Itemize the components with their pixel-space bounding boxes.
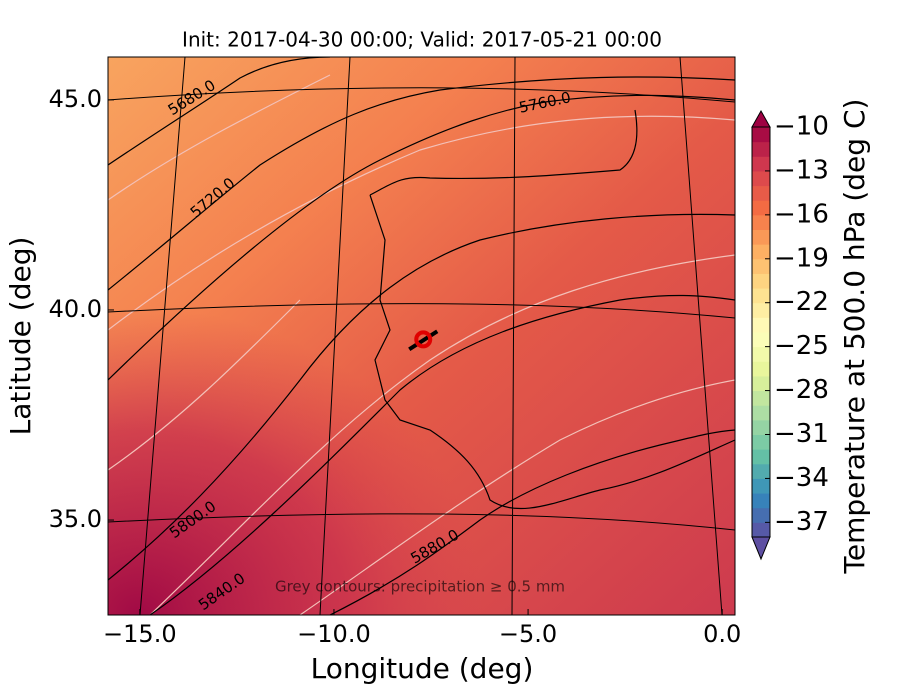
colorbar-extend [751, 536, 771, 561]
colorbar-segment [752, 405, 770, 421]
colorbar-segment [752, 141, 770, 157]
colorbar-segment [752, 273, 770, 289]
colorbar-segment [752, 434, 770, 450]
height-contour [108, 213, 735, 581]
colorbar-segment [752, 375, 770, 392]
colorbar-segment [752, 229, 770, 245]
colorbar-tick-label: −10 [774, 112, 829, 142]
colorbar-tick-label: −16 [774, 199, 829, 229]
colorbar-segment [752, 419, 770, 435]
colorbar-segment [752, 170, 770, 187]
height-contour [108, 57, 331, 166]
precip-line [108, 74, 735, 615]
colorbar-segment [752, 214, 770, 230]
colorbar-segment [752, 156, 770, 172]
colorbar-tick-label: −34 [774, 463, 829, 493]
height-contour [108, 76, 735, 291]
map [108, 57, 735, 615]
y-tick-label: 35.0 [49, 505, 102, 533]
height-contour [329, 429, 735, 615]
y-tick-label: 40.0 [49, 295, 102, 323]
colorbar-segment [752, 522, 770, 538]
colorbar-segment [752, 127, 770, 143]
graticule [108, 57, 735, 615]
colorbar-tick-label: −13 [774, 155, 829, 185]
colorbar-segment [752, 361, 770, 377]
colorbar-tick-label: −31 [774, 419, 829, 449]
chart-title: Init: 2017-04-30 00:00; Valid: 2017-05-2… [182, 28, 662, 52]
height-contours [108, 57, 735, 615]
colorbar-segment [752, 346, 770, 362]
x-tick-label: −5.0 [499, 620, 557, 648]
colorbar-tick-label: −28 [774, 375, 829, 405]
location-marker [414, 330, 433, 349]
colorbar-segment [752, 449, 770, 465]
colorbar-segment [752, 390, 770, 406]
colorbar-segment [752, 507, 770, 523]
colorbar-segment [752, 288, 770, 304]
colorbar-tick-label: −22 [774, 287, 829, 317]
colorbar-tick-label: −37 [774, 507, 829, 537]
y-axis-label: Latitude (deg) [4, 237, 37, 436]
graticule-line [108, 57, 735, 615]
colorbar-segment [752, 478, 770, 494]
colorbar-segment [752, 200, 770, 216]
precip-contours [108, 74, 735, 615]
coastline [369, 109, 735, 510]
plot-frame [107, 56, 736, 616]
x-tick-label: 0.0 [703, 620, 741, 648]
colorbar-segment [752, 493, 770, 509]
x-axis-label: Longitude (deg) [311, 652, 534, 685]
colorbar-segment [752, 185, 770, 201]
colorbar-segment [752, 302, 770, 318]
y-tick-label: 45.0 [49, 85, 102, 113]
colorbar-segment [752, 244, 770, 260]
colorbar-tick-label: −25 [774, 331, 829, 361]
colorbar: −10 −13 −16 −19 −22 −25 −28 −31 −34 −37 [751, 109, 829, 561]
trajectory [408, 329, 439, 352]
colorbar-segment [752, 332, 770, 348]
height-contour [108, 94, 735, 381]
coastline-line [369, 109, 735, 510]
x-tick-label: −10.0 [297, 620, 371, 648]
colorbar-segment [752, 317, 770, 333]
colorbar-segment [752, 463, 770, 479]
colorbar-extend [751, 109, 771, 128]
annotation: Grey contours: precipitation ≥ 0.5 mm [275, 578, 565, 596]
x-tick-label: −15.0 [103, 620, 177, 648]
colorbar-tick-label: −19 [774, 243, 829, 273]
colorbar-segment [752, 258, 770, 274]
height-contour [149, 294, 735, 615]
colorbar-label: Temperature at 500.0 hPa (deg C) [838, 99, 871, 575]
colorbar-frame [751, 126, 771, 538]
